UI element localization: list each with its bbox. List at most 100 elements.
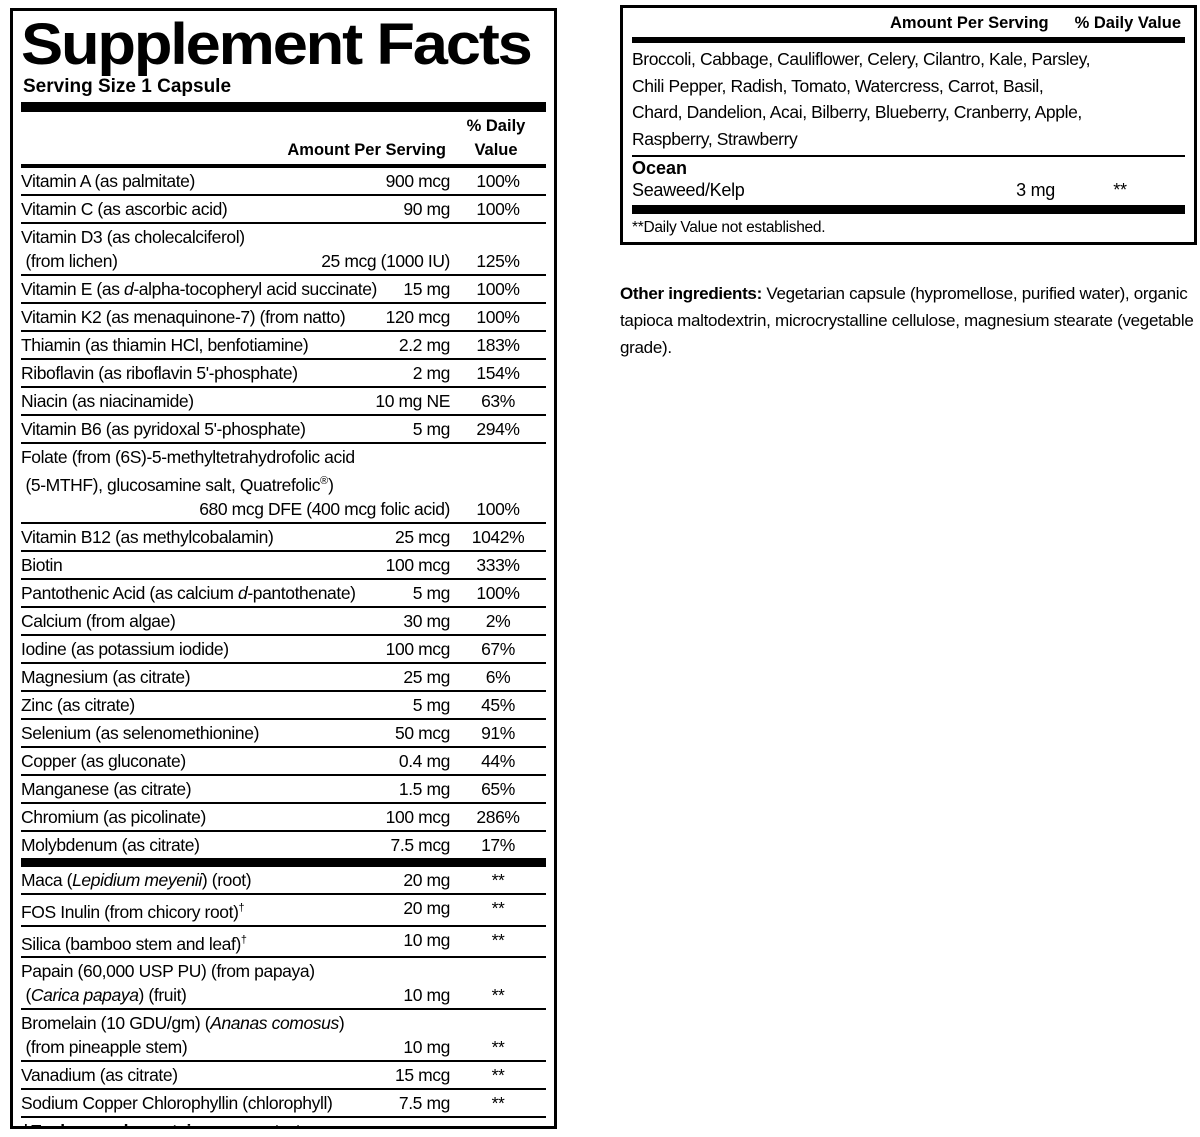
table-row-line: Biotin 100 mcg 333% xyxy=(21,553,546,577)
ingredient-name: Papain (60,000 USP PU) (from papaya) xyxy=(21,959,450,983)
name-segment: Vitamin D3 (as cholecalciferol) xyxy=(21,227,245,247)
table-row: Vitamin A (as palmitate) 900 mcg 100% xyxy=(21,168,546,194)
daily-value-cell: ** xyxy=(491,985,505,1006)
table-row-line: Vitamin D3 (as cholecalciferol) xyxy=(21,225,546,249)
name-segment: Copper (as gluconate) xyxy=(21,750,186,771)
amount-cell: 30 mg xyxy=(403,610,450,631)
ingredient-name: Vitamin B12 (as methylcobalamin) xyxy=(21,525,395,549)
name-segment: d xyxy=(124,279,134,299)
name-segment: Sodium Copper Chlorophyllin (chlorophyll… xyxy=(21,1093,333,1114)
amount-cell: 20 mg xyxy=(403,897,450,918)
header-amount-per-serving: Amount Per Serving xyxy=(889,14,1049,32)
ingredient-name: Niacin (as niacinamide) xyxy=(21,389,375,413)
ingredient-name: Thiamin (as thiamin HCl, benfotiamine) xyxy=(21,333,399,357)
facts-table-body: Vitamin A (as palmitate) 900 mcg 100% Vitam… xyxy=(21,168,546,1126)
amount-cell: 7.5 mg xyxy=(398,1093,451,1114)
table-row-line: FOS Inulin (from chicory root)† 20 mg ** xyxy=(21,896,546,924)
daily-value-cell: 63% xyxy=(481,391,515,411)
name-segment: Papain (60,000 USP PU) (from papaya) xyxy=(21,961,315,982)
daily-value-cell: 17% xyxy=(481,834,515,855)
name-segment: (from pineapple stem) xyxy=(21,1037,188,1058)
table-row-line: Pantothenic Acid (as calcium d-pantothen… xyxy=(21,581,546,605)
daily-value-cell: 67% xyxy=(481,638,515,659)
table-row-line: (5-MTHF), glucosamine salt, Quatrefolic®… xyxy=(21,469,546,497)
table-row-line: Vanadium (as citrate) 15 mcg ** xyxy=(21,1063,546,1087)
name-segment: Iodine (as potassium iodide) xyxy=(21,638,229,659)
amount-cell: 10 mg xyxy=(403,929,450,950)
ocean-section-heading: Ocean xyxy=(632,158,688,178)
table-row: Biotin 100 mcg 333% xyxy=(21,549,546,578)
daily-value-cell: 100% xyxy=(476,279,520,299)
table-row-line: Vitamin A (as palmitate) 900 mcg 100% xyxy=(21,169,546,193)
amount-cell: 10 mg NE xyxy=(375,391,450,411)
ingredient-name: Sodium Copper Chlorophyllin (chlorophyll… xyxy=(21,1091,399,1115)
daily-value-cell: 333% xyxy=(476,554,520,575)
name-segment: Thiamin (as thiamin HCl, benfotiamine) xyxy=(21,335,309,355)
name-segment: Manganese (as citrate) xyxy=(21,778,192,799)
table-row-line: (from pineapple stem) 10 mg ** xyxy=(21,1035,546,1059)
amount-cell: 100 mcg xyxy=(385,638,451,659)
amount-cell: 20 mg xyxy=(403,869,450,890)
amount-cell: 25 mg xyxy=(403,666,450,687)
supplement-facts-continuation-panel: Amount Per Serving % Daily Value Broccol… xyxy=(620,5,1197,245)
header-daily-value: % Daily Value xyxy=(1074,14,1181,32)
table-row-line: Silica (bamboo stem and leaf)† 10 mg ** xyxy=(21,928,546,956)
daily-value-cell: ** xyxy=(491,929,505,950)
name-segment: Pantothenic Acid (as calcium xyxy=(21,582,238,603)
header-daily-value: % Daily Value xyxy=(466,117,526,159)
daily-value-cell: ** xyxy=(491,897,505,918)
ingredient-name: (5-MTHF), glucosamine salt, Quatrefolic®… xyxy=(21,469,450,497)
ingredient-name: (Carica papaya) (fruit) xyxy=(21,983,403,1007)
other-ingredients: Other ingredients: Vegetarian capsule (h… xyxy=(620,253,1200,361)
other-ingredients-text: Vegetarian capsule (hypromellose, purifi… xyxy=(620,284,1194,357)
table-row-line: Maca (Lepidium meyenii) (root) 20 mg ** xyxy=(21,868,546,892)
name-segment: Vanadium (as citrate) xyxy=(21,1065,178,1086)
amount-cell: 15 mg xyxy=(403,279,450,299)
thick-divider xyxy=(632,205,1185,214)
table-row: Folate (from (6S)-5-methyltetrahydrofoli… xyxy=(21,442,546,522)
ingredient-name: Vitamin D3 (as cholecalciferol) xyxy=(21,225,450,249)
amount-cell: 25 mcg xyxy=(395,526,450,547)
amount-cell: 25 mcg (1000 IU) xyxy=(321,251,450,271)
name-segment: † xyxy=(238,901,245,914)
daily-value-cell xyxy=(450,225,546,249)
name-segment: Bromelain (10 GDU/gm) ( xyxy=(21,1013,211,1034)
name-segment: Selenium (as selenomethionine) xyxy=(21,722,259,743)
ingredient-name: FOS Inulin (from chicory root)† xyxy=(21,896,403,924)
daily-value-cell xyxy=(450,959,546,983)
table-row: Chromium (as picolinate) 100 mcg 286% xyxy=(21,801,546,830)
table-header: Amount Per Serving % Daily Value xyxy=(632,12,1185,34)
ingredient-name: Vitamin C (as ascorbic acid) xyxy=(21,197,403,221)
other-ingredients-label: Other ingredients: xyxy=(620,284,762,303)
table-row: Bromelain (10 GDU/gm) (Ananas comosus) (… xyxy=(21,1008,546,1060)
table-row-line: ‡Each capsule contains concentrates xyxy=(21,1119,546,1126)
daily-value-cell: 91% xyxy=(481,722,515,743)
name-segment: Carica papaya xyxy=(30,985,139,1006)
daily-value-cell xyxy=(450,1119,546,1126)
dagger-symbol: † xyxy=(632,242,637,243)
table-row: Vitamin B6 (as pyridoxal 5'-phosphate) 5 … xyxy=(21,414,546,442)
table-row-line: Sodium Copper Chlorophyllin (chlorophyll… xyxy=(21,1091,546,1115)
table-row: ‡Each capsule contains concentratesfrom … xyxy=(21,1116,546,1126)
name-segment: Vitamin B6 (as pyridoxal 5'-phosphate) xyxy=(21,419,306,439)
table-row: Molybdenum (as citrate) 7.5 mcg 17% xyxy=(21,829,546,858)
table-row-line: Vitamin E (as d-alpha-tocopheryl acid su… xyxy=(21,277,546,301)
header-spacer xyxy=(632,12,890,34)
amount-cell: 1.5 mg xyxy=(398,778,451,799)
header-amount-per-serving: Amount Per Serving xyxy=(287,141,446,159)
name-segment: ) (fruit) xyxy=(138,985,187,1006)
amount-cell: 7.5 mcg xyxy=(390,834,451,855)
table-row-line: Copper (as gluconate) 0.4 mg 44% xyxy=(21,749,546,773)
amount-cell: 10 mg xyxy=(403,985,450,1006)
header-rule xyxy=(21,164,546,168)
amount-cell: 100 mcg xyxy=(385,554,451,575)
daily-value-cell: 6% xyxy=(485,666,511,687)
table-row: Vanadium (as citrate) 15 mcg ** xyxy=(21,1060,546,1088)
name-segment: Chromium (as picolinate) xyxy=(21,806,206,827)
daily-value-cell: ** xyxy=(491,1065,505,1086)
section-separator xyxy=(21,857,546,867)
ingredient-name: Copper (as gluconate) xyxy=(21,749,399,773)
amount-cell: 0.4 mg xyxy=(398,750,451,771)
name-segment: Riboflavin (as riboflavin 5'-phosphate) xyxy=(21,363,298,383)
name-segment: Folate (from (6S)-5-methyltetrahydrofoli… xyxy=(21,447,355,467)
